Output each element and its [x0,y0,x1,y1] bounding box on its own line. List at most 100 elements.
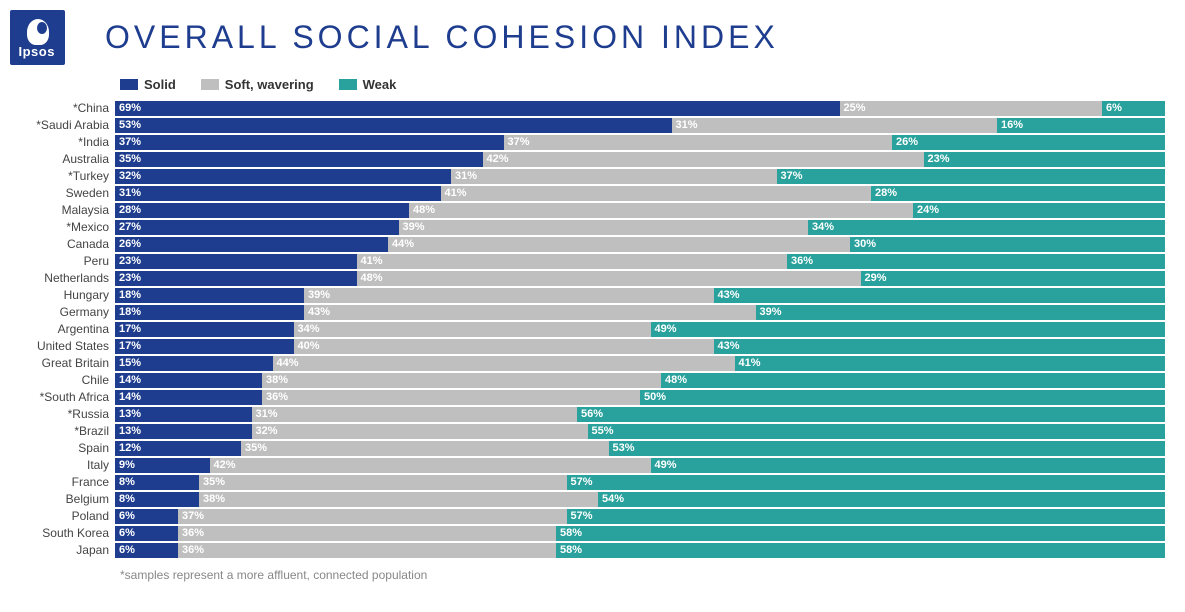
bar-segment-solid: 6% [115,526,178,541]
country-label: Belgium [15,492,115,506]
bar-segment-soft: 39% [304,288,714,303]
legend-item: Weak [339,77,397,92]
bar-row: Belgium8%38%54% [15,491,1165,507]
bar-segment-weak: 56% [577,407,1165,422]
country-label: Poland [15,509,115,523]
bar-group: 23%41%36% [115,254,1165,269]
bar-segment-soft: 35% [199,475,567,490]
bar-segment-solid: 13% [115,407,252,422]
bar-group: 28%48%24% [115,203,1165,218]
bar-segment-solid: 37% [115,135,504,150]
country-label: Spain [15,441,115,455]
bar-group: 14%38%48% [115,373,1165,388]
bar-segment-solid: 23% [115,271,357,286]
bar-segment-solid: 23% [115,254,357,269]
legend-swatch [339,79,357,90]
bar-group: 14%36%50% [115,390,1165,405]
bar-row: Sweden31%41%28% [15,185,1165,201]
chart-container: Ipsos OVERALL SOCIAL COHESION INDEX Soli… [0,0,1185,592]
bar-row: Chile14%38%48% [15,372,1165,388]
bar-group: 18%43%39% [115,305,1165,320]
bar-segment-soft: 42% [483,152,924,167]
country-label: Japan [15,543,115,557]
bar-segment-solid: 8% [115,492,199,507]
stacked-bar-chart: *China69%25%6%*Saudi Arabia53%31%16%*Ind… [15,100,1165,558]
bar-segment-weak: 16% [997,118,1165,133]
bar-segment-soft: 32% [252,424,588,439]
bar-group: 32%31%37% [115,169,1165,184]
bar-segment-soft: 41% [441,186,872,201]
country-label: France [15,475,115,489]
bar-segment-soft: 44% [273,356,735,371]
bar-segment-weak: 53% [609,441,1166,456]
legend-label: Weak [363,77,397,92]
bar-segment-soft: 36% [178,543,556,558]
bar-segment-soft: 39% [399,220,809,235]
country-label: *Mexico [15,220,115,234]
country-label: Malaysia [15,203,115,217]
bar-segment-soft: 48% [357,271,861,286]
legend-swatch [201,79,219,90]
country-label: Italy [15,458,115,472]
bar-segment-weak: 34% [808,220,1165,235]
chart-title: OVERALL SOCIAL COHESION INDEX [105,19,779,56]
bar-segment-weak: 41% [735,356,1166,371]
bar-segment-solid: 32% [115,169,451,184]
bar-segment-weak: 54% [598,492,1165,507]
country-label: Hungary [15,288,115,302]
bar-segment-soft: 37% [178,509,567,524]
country-label: *Saudi Arabia [15,118,115,132]
bar-row: Italy9%42%49% [15,457,1165,473]
bar-segment-soft: 41% [357,254,788,269]
bar-segment-weak: 36% [787,254,1165,269]
bar-segment-solid: 12% [115,441,241,456]
bar-segment-solid: 35% [115,152,483,167]
country-label: Argentina [15,322,115,336]
bar-row: *Saudi Arabia53%31%16% [15,117,1165,133]
bar-segment-weak: 58% [556,526,1165,541]
header: Ipsos OVERALL SOCIAL COHESION INDEX [10,10,1165,65]
bar-segment-weak: 43% [714,288,1166,303]
bar-segment-weak: 39% [756,305,1166,320]
bar-row: *Brazil13%32%55% [15,423,1165,439]
bar-segment-solid: 6% [115,543,178,558]
bar-group: 15%44%41% [115,356,1165,371]
bar-group: 9%42%49% [115,458,1165,473]
ipsos-logo: Ipsos [10,10,65,65]
bar-segment-soft: 48% [409,203,913,218]
country-label: Peru [15,254,115,268]
footnote: *samples represent a more affluent, conn… [120,568,1165,582]
bar-segment-soft: 43% [304,305,756,320]
bar-row: Spain12%35%53% [15,440,1165,456]
bar-group: 26%44%30% [115,237,1165,252]
bar-segment-weak: 37% [777,169,1166,184]
country-label: Sweden [15,186,115,200]
bar-segment-weak: 55% [588,424,1166,439]
bar-row: France8%35%57% [15,474,1165,490]
bar-segment-solid: 14% [115,373,262,388]
country-label: Chile [15,373,115,387]
bar-group: 17%34%49% [115,322,1165,337]
bar-segment-soft: 44% [388,237,850,252]
bar-group: 8%35%57% [115,475,1165,490]
country-label: *South Africa [15,390,115,404]
bar-segment-weak: 57% [567,509,1166,524]
bar-row: *South Africa14%36%50% [15,389,1165,405]
bar-segment-solid: 26% [115,237,388,252]
legend-label: Solid [144,77,176,92]
bar-group: 37%37%26% [115,135,1165,150]
country-label: *Brazil [15,424,115,438]
bar-row: Malaysia28%48%24% [15,202,1165,218]
bar-segment-solid: 28% [115,203,409,218]
bar-segment-weak: 29% [861,271,1166,286]
bar-row: Australia35%42%23% [15,151,1165,167]
bar-segment-soft: 31% [451,169,777,184]
bar-row: United States17%40%43% [15,338,1165,354]
legend-item: Soft, wavering [201,77,314,92]
country-label: *China [15,101,115,115]
bar-segment-soft: 31% [252,407,578,422]
bar-row: Netherlands23%48%29% [15,270,1165,286]
bar-segment-soft: 36% [262,390,640,405]
bar-segment-weak: 49% [651,322,1166,337]
bar-group: 17%40%43% [115,339,1165,354]
